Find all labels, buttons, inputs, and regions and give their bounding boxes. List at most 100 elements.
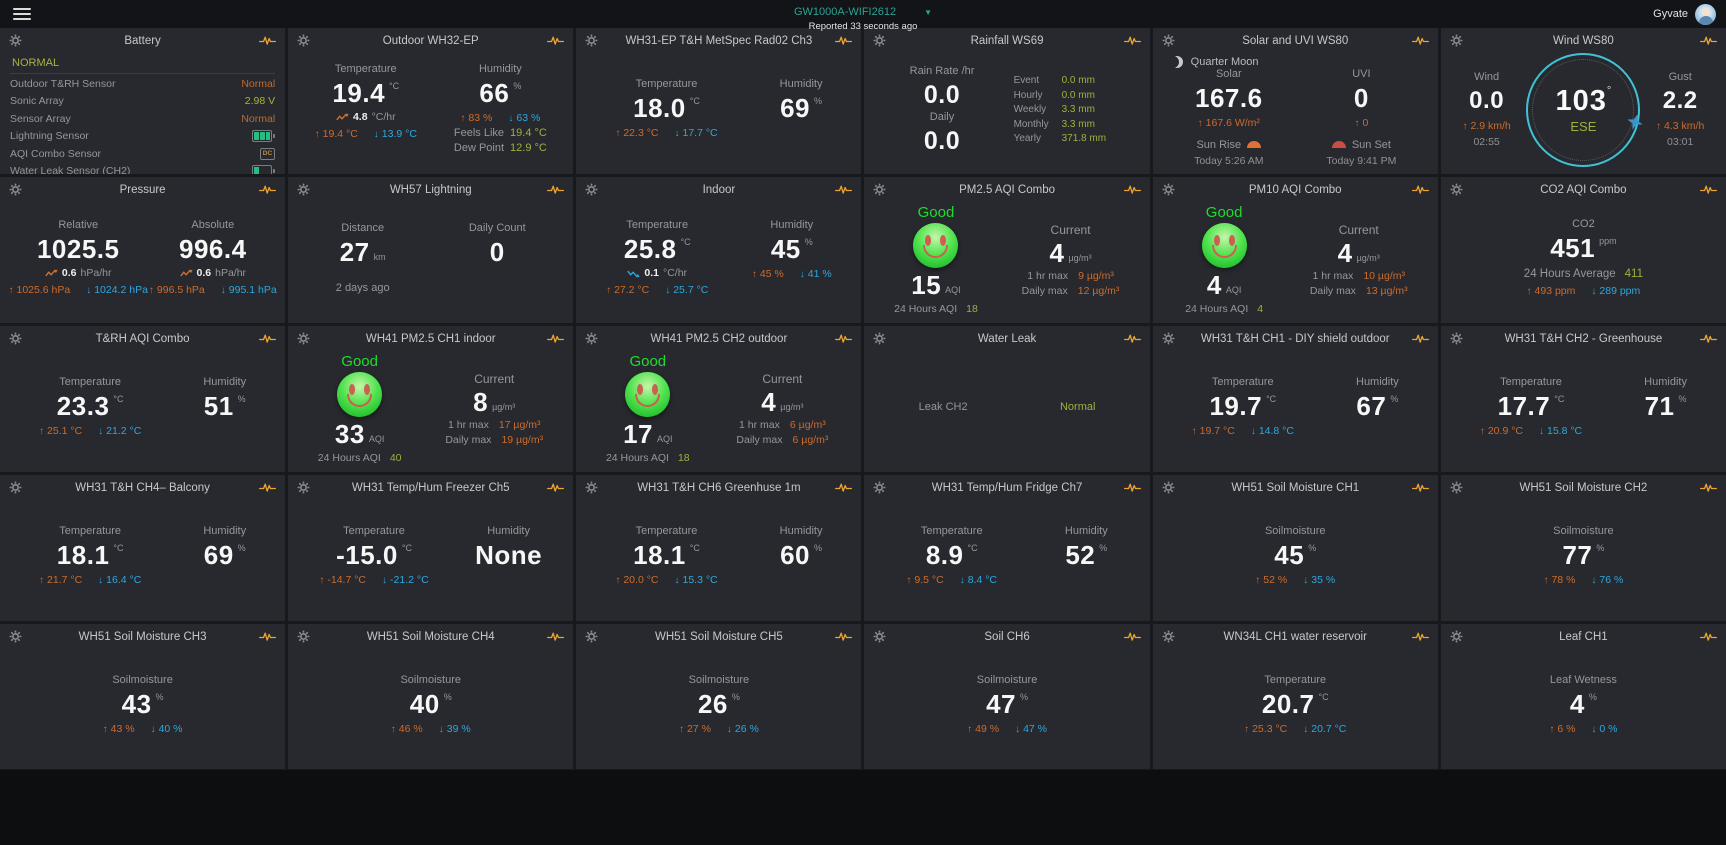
settings-gear-icon[interactable] (1162, 34, 1175, 47)
settings-gear-icon[interactable] (585, 34, 598, 47)
settings-gear-icon[interactable] (1450, 481, 1463, 494)
air-quality-label: Good (1205, 204, 1243, 221)
metric-unit: °C (967, 543, 978, 553)
settings-gear-icon[interactable] (9, 630, 22, 643)
hamburger-menu-icon[interactable] (13, 5, 31, 23)
history-chart-icon[interactable] (547, 184, 565, 195)
metric-temperature: Temperature 19.4 °C 4.8 °C/hr ↑ 19.4 °C ↓ 13.9 °… (315, 63, 417, 140)
settings-gear-icon[interactable] (585, 183, 598, 196)
card-co2-aqi-combo: CO2 AQI Combo CO2 451 ppm 24 Hours Average 41… (1440, 177, 1726, 323)
settings-gear-icon[interactable] (297, 630, 310, 643)
history-chart-icon[interactable] (1411, 184, 1429, 195)
history-chart-icon[interactable] (835, 631, 853, 642)
card-title: WH41 PM2.5 CH1 indoor (365, 332, 496, 345)
history-chart-icon[interactable] (1411, 35, 1429, 46)
settings-gear-icon[interactable] (873, 183, 886, 196)
arrow-down-icon: ↓ (382, 575, 388, 586)
history-chart-icon[interactable] (547, 631, 565, 642)
history-chart-icon[interactable] (259, 631, 277, 642)
history-chart-icon[interactable] (1123, 333, 1141, 344)
label: Hourly (1013, 89, 1043, 101)
battery-row: AQI Combo Sensor DC (10, 145, 276, 163)
settings-gear-icon[interactable] (873, 34, 886, 47)
settings-gear-icon[interactable] (1450, 183, 1463, 196)
moon-icon (1171, 56, 1183, 68)
max-reading-row: Daily max 13 µg/m³ (1310, 285, 1408, 297)
history-chart-icon[interactable] (1699, 333, 1717, 344)
settings-gear-icon[interactable] (1450, 630, 1463, 643)
history-chart-icon[interactable] (1123, 35, 1141, 46)
arrow-down-icon: ↓ (98, 426, 104, 437)
history-chart-icon[interactable] (1411, 333, 1429, 344)
settings-gear-icon[interactable] (1450, 332, 1463, 345)
history-chart-icon[interactable] (835, 333, 853, 344)
settings-gear-icon[interactable] (585, 481, 598, 494)
settings-gear-icon[interactable] (1162, 630, 1175, 643)
history-chart-icon[interactable] (547, 35, 565, 46)
settings-gear-icon[interactable] (585, 630, 598, 643)
settings-gear-icon[interactable] (9, 332, 22, 345)
settings-gear-icon[interactable] (873, 481, 886, 494)
battery-row-label: Water Leak Sensor (CH2) (10, 165, 131, 174)
min-reading: ↓ 16.4 °C (98, 574, 141, 586)
battery-row-label: Lightning Sensor (10, 130, 89, 143)
metric-relative: Relative 1025.5 0.6 hPa/hr ↑ 1025.6 hPa ↓ 1024.… (8, 219, 147, 296)
max-reading: ↑ 19.7 °C (1192, 425, 1235, 437)
history-chart-icon[interactable] (1699, 184, 1717, 195)
settings-gear-icon[interactable] (297, 183, 310, 196)
metric-label: Relative (58, 219, 99, 231)
battery-row-value: 2.98 V (244, 95, 276, 108)
settings-gear-icon[interactable] (1162, 183, 1175, 196)
settings-gear-icon[interactable] (9, 481, 22, 494)
label: 24 Hours AQI (317, 452, 381, 464)
history-chart-icon[interactable] (259, 333, 277, 344)
history-chart-icon[interactable] (1123, 482, 1141, 493)
history-chart-icon[interactable] (547, 333, 565, 344)
settings-gear-icon[interactable] (9, 34, 22, 47)
history-chart-icon[interactable] (259, 35, 277, 46)
metric-unit: °C (689, 96, 700, 106)
metric-humidity: Humidity 60% (780, 525, 823, 569)
metric-value: 15 (911, 270, 942, 300)
history-chart-icon[interactable] (1699, 631, 1717, 642)
history-chart-icon[interactable] (1411, 631, 1429, 642)
card-title: Water Leak (977, 332, 1037, 345)
user-avatar[interactable] (1695, 3, 1716, 25)
settings-gear-icon[interactable] (297, 34, 310, 47)
rain-total-row: Yearly 371.8 mm (1014, 133, 1144, 144)
history-chart-icon[interactable] (835, 482, 853, 493)
history-chart-icon[interactable] (1123, 631, 1141, 642)
settings-gear-icon[interactable] (297, 481, 310, 494)
history-chart-icon[interactable] (835, 184, 853, 195)
settings-gear-icon[interactable] (1450, 34, 1463, 47)
metric-value: 18.0 (633, 93, 686, 123)
settings-gear-icon[interactable] (873, 630, 886, 643)
settings-gear-icon[interactable] (1162, 332, 1175, 345)
history-chart-icon[interactable] (259, 184, 277, 195)
min-reading: ↓ 17.7 °C (674, 127, 717, 139)
history-chart-icon[interactable] (1123, 184, 1141, 195)
min-value: 63 % (516, 112, 541, 124)
settings-gear-icon[interactable] (873, 332, 886, 345)
battery-status: NORMAL (10, 55, 276, 74)
history-chart-icon[interactable] (259, 482, 277, 493)
settings-gear-icon[interactable] (297, 332, 310, 345)
history-chart-icon[interactable] (1699, 482, 1717, 493)
settings-gear-icon[interactable] (585, 332, 598, 345)
device-selector[interactable]: GW1000A-WIFI2612 ▼ (794, 6, 932, 18)
metric-temperature: Temperature 19.7 °C ↑ 19.7 °C ↓ 14.8 °C (1192, 376, 1294, 437)
settings-gear-icon[interactable] (9, 183, 22, 196)
history-chart-icon[interactable] (1411, 482, 1429, 493)
sun-label: Sun Set (1351, 138, 1391, 151)
min-value: 20.7 °C (1311, 723, 1347, 735)
history-chart-icon[interactable] (1699, 35, 1717, 46)
card-title: PM10 AQI Combo (1248, 183, 1342, 196)
history-chart-icon[interactable] (547, 482, 565, 493)
max-reading: ↑ 27 % (679, 723, 711, 735)
rain-total-row: Weekly 3.3 mm (1014, 104, 1144, 115)
card-title: Pressure (119, 183, 166, 196)
max-reading-row: 1 hr max 10 µg/m³ (1312, 270, 1405, 282)
settings-gear-icon[interactable] (1162, 481, 1175, 494)
history-chart-icon[interactable] (835, 35, 853, 46)
metric-value: -15.0 (336, 540, 398, 570)
